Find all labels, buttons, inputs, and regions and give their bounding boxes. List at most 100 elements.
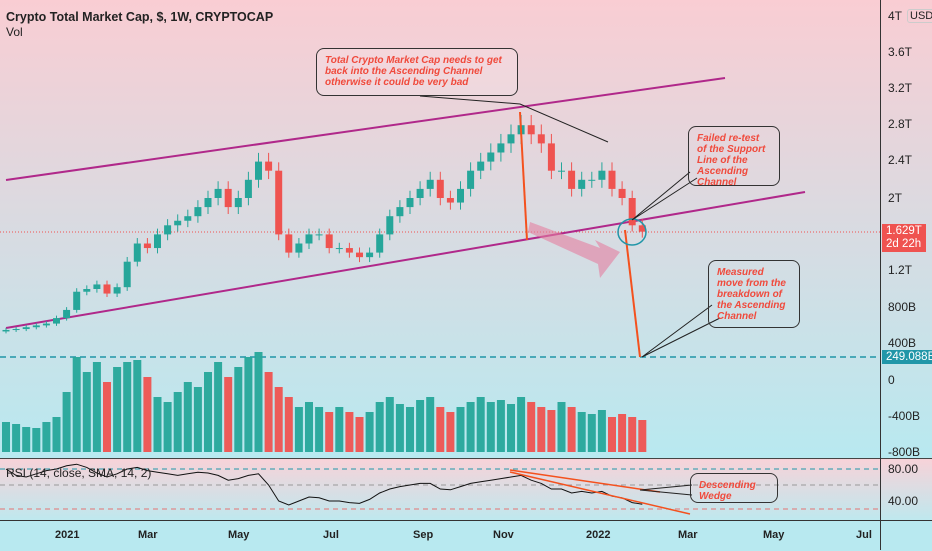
- candle: [123, 261, 131, 288]
- volume-bar: [608, 417, 616, 452]
- candle: [275, 170, 283, 235]
- candle: [2, 329, 10, 332]
- candle: [133, 243, 141, 262]
- price-tick: 4T: [888, 9, 903, 23]
- time-tick: 2022: [586, 529, 611, 541]
- candle: [42, 323, 50, 326]
- volume-bar: [183, 382, 192, 452]
- candle: [234, 198, 242, 208]
- candle: [416, 188, 424, 198]
- candle: [436, 179, 444, 198]
- currency-button[interactable]: USD: [907, 9, 932, 23]
- volume-bar: [22, 427, 31, 452]
- rsi-label: RSI (14, close, SMA, 14, 2): [6, 466, 152, 480]
- wedge-upper-line: [509, 469, 661, 493]
- time-tick: May: [228, 529, 250, 541]
- candle: [184, 216, 192, 221]
- volume-bar: [597, 410, 606, 452]
- volume-bar: [173, 392, 182, 452]
- time-tick: Nov: [493, 529, 514, 541]
- time-tick: Jul: [323, 529, 339, 541]
- volume-bar: [486, 402, 495, 452]
- bar-countdown: 2d 22h: [886, 238, 922, 250]
- annotation-channel[interactable]: Total Crypto Market Cap needs to get bac…: [316, 48, 518, 96]
- volume-bar: [496, 400, 505, 452]
- candle: [406, 198, 414, 208]
- candle: [446, 198, 454, 203]
- volume-bar: [567, 407, 576, 452]
- callout-pointer-top: [419, 95, 609, 143]
- price-tick: 2T: [888, 191, 903, 205]
- candle: [386, 216, 394, 235]
- volume-bar: [365, 412, 374, 452]
- price-tick: 2.4T: [888, 153, 913, 167]
- volume-bar: [113, 367, 122, 452]
- annotation-retest[interactable]: Failed re-test of the Support Line of th…: [688, 126, 780, 188]
- candle: [558, 170, 565, 172]
- time-tick: Sep: [413, 529, 434, 541]
- volume-bar: [274, 387, 283, 452]
- projection-line: [624, 229, 641, 358]
- channel-upper-line: [5, 77, 726, 181]
- volume-bar: [517, 397, 526, 452]
- candle: [164, 225, 172, 235]
- time-tick: May: [763, 529, 785, 541]
- candle: [366, 252, 374, 258]
- volume-bar: [375, 402, 384, 452]
- candle: [214, 188, 222, 198]
- volume-bar: [385, 397, 394, 452]
- candle: [194, 207, 202, 217]
- candle: [113, 287, 121, 294]
- volume-bar: [2, 422, 10, 452]
- target-price-tag: 249.088B: [882, 350, 932, 364]
- candle: [345, 248, 353, 253]
- chart-canvas: [0, 77, 880, 515]
- annotation-measured-move[interactable]: Measured move from the breakdown of the …: [708, 260, 800, 328]
- candle: [457, 188, 464, 203]
- volume-bar: [335, 407, 344, 452]
- volume-bar: [12, 424, 21, 452]
- callout-pointer-measured: [641, 304, 721, 358]
- candle: [608, 170, 616, 189]
- volume-bar: [244, 357, 253, 452]
- measured-move-leg: [519, 111, 528, 241]
- volume-bar: [456, 407, 465, 452]
- volume-bar: [62, 392, 71, 452]
- candle: [477, 161, 485, 171]
- volume-bar: [395, 404, 404, 452]
- annotation-wedge[interactable]: Descending Wedge: [690, 473, 778, 503]
- chart-title: Crypto Total Market Cap, $, 1W, CRYPTOCA…: [6, 10, 274, 24]
- price-tick: 400B: [888, 336, 917, 350]
- volume-bar: [143, 377, 152, 452]
- rsi-pane[interactable]: [0, 458, 932, 520]
- volume-bar: [416, 400, 425, 452]
- volume-bar: [507, 404, 515, 452]
- volume-bar: [315, 407, 324, 452]
- pane-divider[interactable]: [0, 458, 932, 459]
- candle: [93, 284, 101, 289]
- candle: [103, 284, 111, 294]
- candle: [143, 243, 151, 249]
- candle: [174, 220, 182, 226]
- volume-bar: [193, 387, 202, 452]
- time-axis[interactable]: [0, 520, 932, 551]
- volume-bar: [476, 397, 485, 452]
- last-price: 1.629T: [886, 225, 922, 237]
- volume-label: Vol: [6, 25, 23, 39]
- candle: [638, 225, 646, 232]
- volume-bar: [547, 410, 556, 452]
- arrow-shape: [528, 222, 620, 278]
- candle: [315, 234, 323, 236]
- candle: [12, 329, 20, 331]
- price-axis[interactable]: [880, 0, 881, 550]
- last-price-tag: 1.629T 2d 22h: [882, 224, 926, 252]
- candle: [527, 125, 535, 135]
- rsi-tick-80: 80.00: [888, 462, 919, 476]
- candle: [32, 325, 40, 328]
- candle: [295, 243, 303, 253]
- candle: [628, 198, 636, 226]
- candle: [497, 143, 505, 153]
- rsi-line: [5, 463, 643, 506]
- volume-bar: [587, 414, 596, 452]
- price-pane[interactable]: [0, 0, 932, 458]
